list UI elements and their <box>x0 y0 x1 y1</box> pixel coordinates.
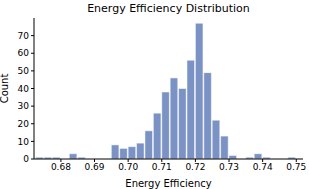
svg-text:0.75: 0.75 <box>286 162 301 172</box>
svg-text:30: 30 <box>18 101 30 111</box>
svg-text:Energy Efficiency: Energy Efficiency <box>125 178 211 189</box>
svg-text:60: 60 <box>18 48 30 58</box>
svg-text:70: 70 <box>18 31 30 41</box>
svg-text:10: 10 <box>18 137 30 147</box>
svg-text:0.70: 0.70 <box>118 162 138 172</box>
svg-text:Count: Count <box>8 74 10 104</box>
svg-text:0.69: 0.69 <box>85 162 105 172</box>
svg-text:0: 0 <box>23 154 29 164</box>
svg-text:50: 50 <box>18 66 30 76</box>
html-text:Energy Efficiency Distribution: Energy Efficiency Distribution <box>87 2 250 15</box>
svg-text:0.72: 0.72 <box>185 162 205 172</box>
svg-text:20: 20 <box>18 119 30 129</box>
svg-text:0.73: 0.73 <box>219 162 239 172</box>
svg-text:0.74: 0.74 <box>253 162 273 172</box>
svg-text:0.71: 0.71 <box>152 162 172 172</box>
svg-text:0.68: 0.68 <box>51 162 71 172</box>
svg-text:40: 40 <box>18 84 30 94</box>
